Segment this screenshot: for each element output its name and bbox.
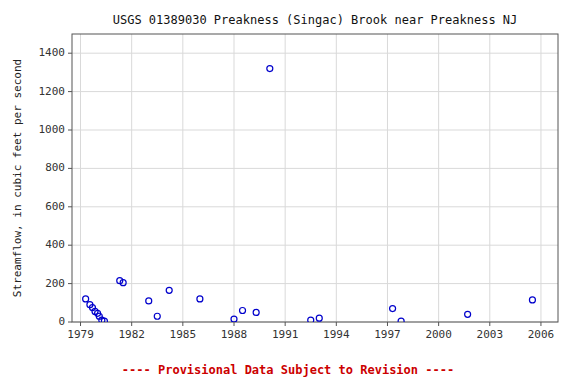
x-tick-label: 2006 (528, 328, 555, 341)
chart-container: 0 200 400 600 800 1000 1200 1400 1979 1982 1985 198… (0, 0, 576, 384)
point (398, 318, 404, 322)
x-tick-label: 1991 (272, 328, 299, 341)
y-tick-label: 600 (45, 200, 65, 213)
y-grid-line (72, 206, 558, 207)
x-grid-line (540, 34, 541, 322)
x-tick (438, 322, 439, 326)
plot-frame (72, 34, 558, 322)
y-grid-line (72, 53, 558, 54)
x-tick-label: 1988 (221, 328, 248, 341)
point (120, 280, 126, 286)
x-grid-line (182, 34, 183, 322)
point (253, 309, 259, 315)
y-tick-label: 1200 (39, 85, 66, 98)
x-grid-line (489, 34, 490, 322)
x-tick (387, 322, 388, 326)
x-tick-label: 2000 (425, 328, 452, 341)
point (240, 307, 246, 313)
y-tick-label: 1400 (39, 46, 66, 59)
x-tick (285, 322, 286, 326)
point (465, 311, 471, 317)
x-tick-label: 1997 (374, 328, 401, 341)
point (146, 298, 152, 304)
y-grid-line (72, 130, 558, 131)
y-grid-line (72, 168, 558, 169)
x-tick-label: 2003 (477, 328, 504, 341)
grid (72, 34, 558, 322)
point (231, 316, 237, 322)
y-tick-label: 1000 (39, 123, 66, 136)
point (308, 317, 314, 322)
point (197, 296, 203, 302)
point (166, 287, 172, 293)
x-grid-line (387, 34, 388, 322)
y-grid-line (72, 245, 558, 246)
x-grid-line (131, 34, 132, 322)
x-tick (80, 322, 81, 326)
y-tick (68, 168, 72, 169)
x-tick (489, 322, 490, 326)
background (0, 0, 576, 384)
y-tick (68, 130, 72, 131)
chart-svg: 0 200 400 600 800 1000 1200 1400 1979 1982 1985 198… (0, 0, 576, 384)
y-tick-label: 400 (45, 238, 65, 251)
y-tick-label: 200 (45, 277, 65, 290)
y-grid-line (72, 91, 558, 92)
x-tick-label: 1994 (323, 328, 350, 341)
x-grid-line (80, 34, 81, 322)
x-tick-label: 1985 (170, 328, 197, 341)
y-tick (68, 91, 72, 92)
footnote: ---- Provisional Data Subject to Revisio… (122, 363, 454, 377)
y-tick (68, 283, 72, 284)
x-grid-line (438, 34, 439, 322)
y-tick-label: 800 (45, 161, 65, 174)
x-tick-label: 1982 (118, 328, 145, 341)
x-grid-line (285, 34, 286, 322)
points (83, 66, 536, 322)
y-tick-label: 0 (58, 315, 65, 328)
x-tick (234, 322, 235, 326)
point (267, 66, 273, 72)
y-tick (68, 53, 72, 54)
title: USGS 01389030 Preakness (Singac) Brook n… (113, 13, 518, 27)
point (101, 318, 107, 322)
x-tick-label: 1979 (67, 328, 94, 341)
y-axis-label: Streamflow, in cubic feet per second (11, 59, 24, 297)
y-tick (68, 245, 72, 246)
x-grid-line (234, 34, 235, 322)
point (390, 306, 396, 312)
x-tick (131, 322, 132, 326)
x-tick (540, 322, 541, 326)
point (316, 315, 322, 321)
axes: 0 200 400 600 800 1000 1200 1400 1979 1982 1985 198… (39, 34, 559, 341)
y-tick (68, 322, 72, 323)
y-tick (68, 206, 72, 207)
x-grid-line (336, 34, 337, 322)
x-tick (182, 322, 183, 326)
x-tick (336, 322, 337, 326)
y-grid-line (72, 283, 558, 284)
point (83, 296, 89, 302)
point (154, 313, 160, 319)
point (529, 297, 535, 303)
